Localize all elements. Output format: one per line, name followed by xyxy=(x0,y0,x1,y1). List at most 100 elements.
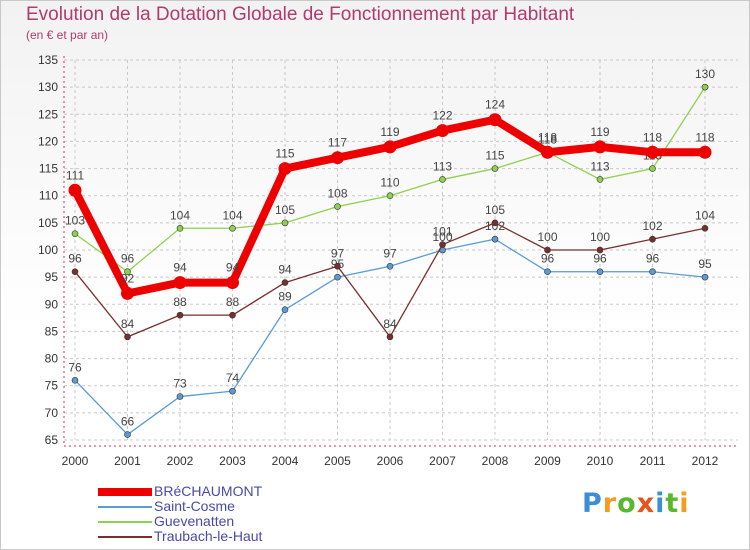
data-label: 119 xyxy=(590,125,609,139)
x-tick-label: 2009 xyxy=(534,454,561,468)
data-point xyxy=(698,145,712,159)
data-label: 115 xyxy=(485,149,504,163)
data-point xyxy=(544,268,551,276)
data-point xyxy=(491,235,499,243)
data-point xyxy=(121,286,134,300)
data-point xyxy=(436,124,449,138)
data-label: 118 xyxy=(538,132,557,146)
logo-letter: x xyxy=(636,488,656,519)
y-tick-label: 130 xyxy=(38,80,58,94)
data-point xyxy=(649,165,656,172)
x-tick-label: 2001 xyxy=(114,454,141,468)
data-point xyxy=(491,219,499,227)
data-label: 104 xyxy=(170,208,190,222)
logo-letter: i xyxy=(655,488,666,519)
data-label: 94 xyxy=(226,261,240,275)
data-point xyxy=(281,219,289,227)
data-point xyxy=(226,276,239,290)
data-label: 124 xyxy=(485,98,505,112)
data-label: 104 xyxy=(695,208,715,222)
data-label: 92 xyxy=(121,271,135,285)
data-label: 115 xyxy=(275,147,294,161)
data-point xyxy=(386,262,394,270)
y-tick-label: 75 xyxy=(45,379,59,393)
y-tick-label: 80 xyxy=(45,352,59,366)
legend-swatch xyxy=(98,521,152,523)
data-point xyxy=(386,192,394,200)
data-point xyxy=(229,387,236,395)
data-point xyxy=(124,333,131,341)
data-label: 130 xyxy=(695,67,715,81)
data-point xyxy=(334,203,341,210)
data-label: 95 xyxy=(698,257,712,271)
x-tick-label: 2003 xyxy=(219,454,246,468)
data-label: 84 xyxy=(121,317,135,331)
data-label: 96 xyxy=(593,252,607,266)
y-tick-label: 65 xyxy=(45,433,59,447)
data-label: 104 xyxy=(222,208,242,222)
data-point xyxy=(71,230,79,238)
data-label: 74 xyxy=(226,371,240,385)
data-label: 113 xyxy=(433,159,452,173)
data-label: 84 xyxy=(383,317,397,331)
logo-letter: o xyxy=(617,488,637,519)
data-point xyxy=(383,140,397,154)
y-tick-label: 90 xyxy=(45,297,59,311)
chart-subtitle: (en € et par an) xyxy=(26,28,109,42)
data-label: 122 xyxy=(432,109,452,123)
data-point xyxy=(593,140,607,154)
data-point xyxy=(176,224,184,232)
data-label: 118 xyxy=(695,130,714,144)
legend-label: Guevenatten xyxy=(154,513,235,529)
data-point xyxy=(176,311,184,319)
data-point xyxy=(124,431,131,438)
data-label: 100 xyxy=(537,230,557,244)
data-label: 110 xyxy=(380,176,399,190)
data-point xyxy=(68,183,82,197)
logo-letter: t xyxy=(665,488,680,519)
legend-swatch xyxy=(98,536,152,538)
x-tick-label: 2012 xyxy=(692,454,719,468)
data-point xyxy=(646,145,659,159)
data-label: 96 xyxy=(121,252,135,266)
y-tick-label: 95 xyxy=(45,270,59,284)
y-tick-label: 70 xyxy=(45,406,59,420)
data-label: 111 xyxy=(66,168,85,182)
data-point xyxy=(386,333,394,341)
x-tick-label: 2005 xyxy=(324,454,351,468)
data-label: 94 xyxy=(173,261,187,275)
chart-title: Evolution de la Dotation Globale de Fonc… xyxy=(26,4,575,25)
logo-letter: i xyxy=(679,488,690,519)
data-point xyxy=(491,165,499,172)
data-label: 103 xyxy=(65,214,85,228)
data-point xyxy=(331,151,344,165)
data-point xyxy=(439,241,446,248)
data-label: 102 xyxy=(642,219,662,233)
legend-swatch xyxy=(98,506,152,508)
data-label: 66 xyxy=(121,415,135,429)
data-point xyxy=(649,235,656,243)
x-tick-label: 2011 xyxy=(640,454,666,468)
data-point xyxy=(596,176,604,183)
data-label: 88 xyxy=(173,295,187,309)
data-label: 73 xyxy=(173,377,187,391)
legend-label: Traubach-le-Haut xyxy=(154,528,263,544)
data-point xyxy=(176,393,184,400)
data-point xyxy=(71,268,79,276)
data-label: 96 xyxy=(646,252,660,266)
data-point xyxy=(229,311,236,319)
data-point xyxy=(544,246,551,254)
data-point xyxy=(439,176,446,183)
data-label: 108 xyxy=(327,187,347,201)
data-label: 97 xyxy=(383,246,397,260)
data-label: 118 xyxy=(643,130,662,144)
data-point xyxy=(281,279,289,286)
data-label: 100 xyxy=(432,230,452,244)
data-label: 113 xyxy=(590,159,609,173)
data-point xyxy=(596,246,604,254)
data-label: 118 xyxy=(538,130,557,144)
data-label: 100 xyxy=(590,230,610,244)
proxiti-logo: Proxiti xyxy=(582,488,690,519)
